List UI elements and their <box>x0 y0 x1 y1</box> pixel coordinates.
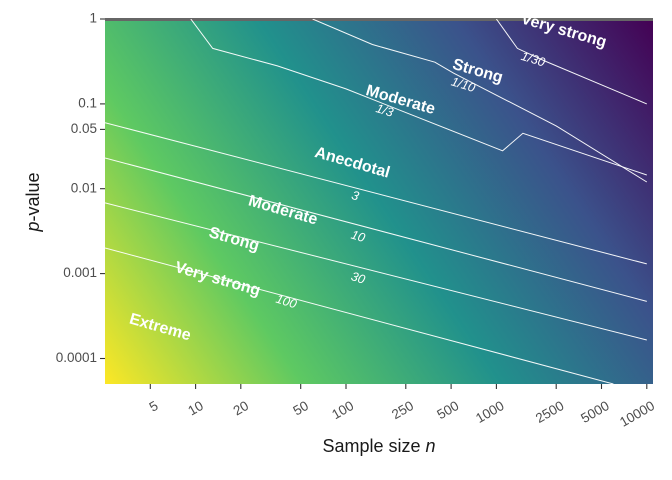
y-tick-label-2: 0.05 <box>71 121 97 136</box>
contour-line-4 <box>105 157 647 302</box>
contour-line-5 <box>105 202 647 341</box>
heatmap-fill <box>105 19 653 384</box>
y-axis: 1 0.1 0.05 0.01 0.001 0.0001 <box>56 11 105 365</box>
y-axis-title-suffix: -value <box>23 172 43 221</box>
x-tick-label-10: 10000 <box>617 398 657 430</box>
contour-labels: 1/30 1/10 1/3 3 10 30 100 <box>274 49 547 311</box>
contour-label-1: 1/10 <box>450 74 477 95</box>
x-axis-title: Sample size n <box>322 436 435 456</box>
x-axis-title-prefix: Sample size <box>322 436 425 456</box>
y-tick-label-0: 1 <box>89 11 97 26</box>
x-tick-label-4: 100 <box>329 398 356 422</box>
y-tick-label-4: 0.001 <box>63 265 97 280</box>
x-tick-label-0: 5 <box>147 398 161 415</box>
contour-line-2 <box>495 19 647 105</box>
x-axis: 5 10 20 50 100 250 500 1000 2500 5000 10000 <box>147 384 657 430</box>
x-tick-label-7: 1000 <box>473 398 507 426</box>
contour-lines <box>105 19 648 384</box>
contour-line-0 <box>190 19 647 176</box>
x-tick-label-1: 10 <box>185 398 206 419</box>
x-tick-label-2: 20 <box>231 398 252 419</box>
region-labels: Very strongStrongModerateAnecdotalModera… <box>127 11 608 345</box>
y-axis-title: p-value <box>23 172 43 232</box>
y-axis-title-var: p <box>23 222 43 233</box>
contour-label-4: 10 <box>349 228 366 245</box>
contour-label-3: 3 <box>350 188 361 203</box>
contour-line-6 <box>105 247 614 384</box>
x-tick-label-5: 250 <box>389 398 416 422</box>
contour-label-0: 1/30 <box>519 49 546 70</box>
contour-label-6: 100 <box>274 292 298 311</box>
x-axis-title-var: n <box>426 436 436 456</box>
x-tick-label-6: 500 <box>434 398 461 422</box>
y-tick-label-5: 0.0001 <box>56 350 97 365</box>
contour-line-3 <box>105 122 647 265</box>
contour-label-2: 1/3 <box>374 101 395 119</box>
y-tick-label-3: 0.01 <box>71 180 97 195</box>
plot-panel <box>105 18 653 384</box>
contour-line-1 <box>312 19 648 183</box>
contour-label-5: 30 <box>349 269 366 286</box>
x-tick-label-3: 50 <box>290 398 311 419</box>
x-tick-label-8: 2500 <box>533 398 567 426</box>
x-tick-label-9: 5000 <box>578 398 612 426</box>
y-tick-label-1: 0.1 <box>78 95 97 110</box>
